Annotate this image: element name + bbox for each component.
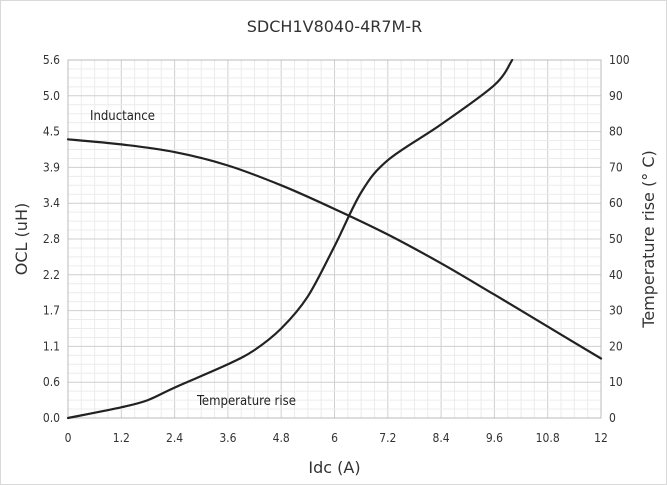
plot-border — [67, 59, 602, 419]
left-tick-label: 1.1 — [43, 339, 60, 353]
x-axis-ticks: 0 1.2 2.4 3.6 4.8 6 7.2 8.4 9.6 10.8 12 — [65, 431, 608, 445]
right-tick-label: 70 — [609, 160, 623, 174]
right-tick-label: 20 — [609, 339, 623, 353]
right-tick-label: 60 — [609, 196, 623, 210]
left-tick-label: 3.4 — [43, 196, 60, 210]
right-tick-label: 10 — [609, 375, 623, 389]
left-tick-label: 0.6 — [43, 375, 60, 389]
left-tick-label: 2.8 — [43, 232, 60, 246]
inductance-line — [66, 138, 603, 360]
x-tick-label: 4.8 — [273, 431, 290, 445]
right-tick-label: 80 — [609, 125, 623, 139]
left-tick-label: 0.0 — [43, 411, 60, 425]
right-tick-label: 90 — [609, 89, 623, 103]
inductance-annotation: Inductance — [90, 109, 155, 124]
temperature-rise-annotation: Temperature rise — [196, 394, 296, 409]
x-tick-label: 7.2 — [379, 431, 396, 445]
left-tick-label: 3.9 — [43, 160, 60, 174]
x-tick-label: 0 — [65, 431, 72, 445]
temperature-rise-line — [66, 58, 514, 420]
right-axis-ticks: 0 10 20 30 40 50 60 70 80 90 100 — [609, 53, 630, 425]
left-tick-label: 2.2 — [43, 268, 60, 282]
x-tick-label: 2.4 — [166, 431, 183, 445]
left-axis-ticks: 0.0 0.6 1.1 1.7 2.2 2.8 3.4 3.9 4.5 5.0 5.6 — [43, 53, 60, 425]
x-tick-label: 1.2 — [113, 431, 130, 445]
x-tick-label: 9.6 — [486, 431, 503, 445]
grid — [68, 60, 601, 418]
right-axis-label: Temperature rise (° C) — [639, 150, 658, 328]
left-tick-label: 4.5 — [43, 125, 60, 139]
left-tick-label: 1.7 — [43, 304, 60, 318]
left-axis-label: OCL (uH) — [12, 203, 31, 275]
x-tick-label: 8.4 — [433, 431, 450, 445]
right-tick-label: 100 — [609, 53, 630, 67]
x-tick-label: 10.8 — [536, 431, 560, 445]
right-tick-label: 30 — [609, 304, 623, 318]
left-tick-label: 5.0 — [43, 89, 60, 103]
chart-title: SDCH1V8040-4R7M-R — [247, 17, 422, 36]
right-tick-label: 50 — [609, 232, 623, 246]
x-tick-label: 6 — [331, 431, 338, 445]
x-tick-label: 12 — [594, 431, 608, 445]
series-lines — [66, 58, 603, 420]
x-tick-label: 3.6 — [219, 431, 236, 445]
left-tick-label: 5.6 — [43, 53, 60, 67]
right-tick-label: 40 — [609, 268, 623, 282]
right-tick-label: 0 — [609, 411, 616, 425]
x-axis-label: Idc (A) — [308, 458, 360, 477]
